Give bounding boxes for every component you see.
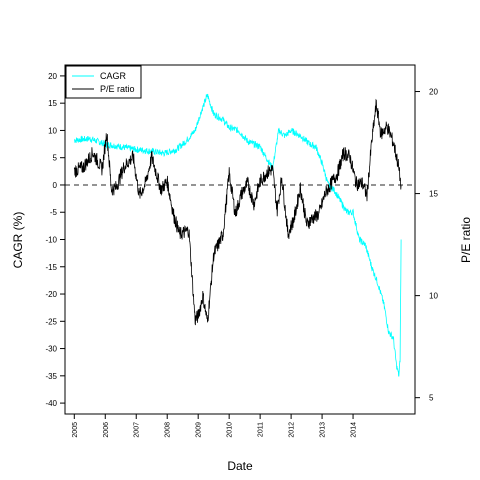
- x-tick-label: 2011: [258, 422, 265, 437]
- legend-label: CAGR: [100, 71, 127, 81]
- x-tick-label: 2008: [165, 422, 172, 438]
- y-axis-right-title: P/E ratio: [459, 217, 473, 263]
- y-right-tick-label: 15: [429, 190, 438, 199]
- x-tick-label: 2009: [196, 422, 203, 438]
- y-left-tick-label: 20: [48, 72, 57, 81]
- x-tick-label: 2007: [134, 422, 141, 438]
- x-tick-label: 2012: [289, 422, 296, 438]
- y-left-tick-label: -20: [45, 290, 57, 299]
- x-tick-label: 2013: [320, 422, 327, 438]
- series-line-cagr: [73, 93, 402, 377]
- x-axis-title: Date: [227, 459, 253, 473]
- y-left-tick-label: -30: [45, 345, 57, 354]
- x-tick-label: 2005: [72, 422, 79, 438]
- y-left-tick-label: -5: [50, 208, 58, 217]
- axes: 20 15 10 5 0 -5 -10 -15 -20 -25 -30 -35 -40 20 15 10 5 20…: [45, 64, 438, 438]
- y-left-tick-label: -15: [45, 263, 57, 272]
- legend: CAGR P/E ratio: [65, 65, 142, 99]
- legend-box: [65, 65, 142, 99]
- y-right-tick-label: 20: [429, 88, 438, 97]
- y-left-tick-label: 10: [48, 126, 57, 135]
- x-tick-label: 2014: [351, 422, 358, 438]
- y-right-tick-label: 10: [429, 292, 438, 301]
- y-right-tick-label: 5: [429, 394, 434, 403]
- series-line-p-e-ratio: [73, 98, 402, 326]
- axis-titles: Date CAGR (%) P/E ratio: [11, 212, 473, 473]
- y-left-tick-label: 5: [53, 154, 58, 163]
- y-left-tick-label: 0: [53, 181, 58, 190]
- y-axis-left-title: CAGR (%): [11, 212, 25, 269]
- x-tick-label: 2010: [227, 422, 234, 438]
- x-tick-label: 2006: [103, 422, 110, 438]
- plot-frame: [64, 64, 416, 415]
- y-left-tick-label: -35: [45, 372, 57, 381]
- plot-area: [65, 93, 415, 377]
- y-left-tick-label: -10: [45, 236, 57, 245]
- y-left-tick-label: -40: [45, 399, 57, 408]
- y-left-tick-label: -25: [45, 317, 57, 326]
- legend-label: P/E ratio: [100, 84, 135, 94]
- y-left-tick-label: 15: [48, 99, 57, 108]
